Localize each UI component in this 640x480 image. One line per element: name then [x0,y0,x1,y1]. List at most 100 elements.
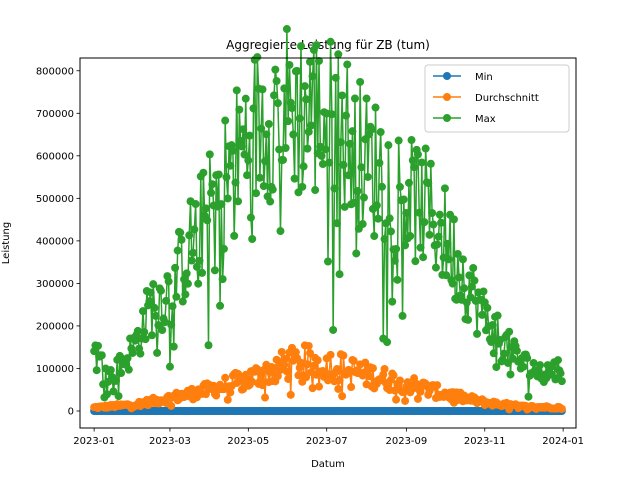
y-axis: 0 100000 200000 300000 400000 500000 600000 700… [36,66,80,417]
data-point [191,200,200,209]
data-point [117,369,126,378]
data-point [338,91,347,100]
data-point [141,335,150,344]
data-point [216,301,225,310]
data-point [177,235,186,244]
data-point [334,50,343,59]
data-point [226,388,235,397]
data-point [255,173,264,182]
data-point [299,162,308,171]
data-point [218,275,227,284]
x-tick-label: 2023-09 [385,436,427,447]
data-point [390,386,399,395]
data-point [239,125,248,134]
data-point [183,279,192,288]
data-point [261,157,270,166]
axes-frame [79,57,577,429]
data-point [377,182,386,191]
data-point [380,365,389,374]
data-point [169,342,178,351]
data-point [106,366,115,375]
data-point [210,266,219,275]
data-point [128,348,137,357]
data-point [222,173,231,182]
data-point [158,326,167,334]
data-point [416,243,425,252]
data-point [488,321,497,330]
data-point [363,172,372,181]
data-point [207,188,216,197]
data-point [270,91,279,100]
data-point [368,364,377,373]
data-point [273,372,282,381]
legend-item-durchschnitt: Durchschnitt [433,93,539,104]
data-point [443,239,452,248]
data-point [384,141,393,150]
data-point [329,325,338,334]
y-tick-label: 200000 [36,321,74,332]
data-point [375,158,384,167]
data-point [201,204,210,213]
data-point [311,186,320,195]
data-point [240,150,249,159]
data-point [399,195,408,204]
data-point [189,248,198,257]
data-point [338,392,347,401]
data-point [442,271,451,280]
data-point [307,121,316,130]
data-point [317,151,326,160]
data-point [483,303,492,312]
data-point [257,124,266,133]
data-point [235,105,244,114]
x-tick-label: 2023-05 [227,436,269,447]
data-point [315,382,324,391]
data-point [324,257,332,266]
data-point [392,395,401,404]
data-point [371,103,380,112]
data-point [370,232,379,241]
y-axis-label: Leistung [1,222,12,264]
data-point [164,277,173,286]
data-point [178,297,187,306]
data-point [248,234,257,243]
data-point [426,159,435,168]
data-point [464,315,473,324]
data-point [262,130,271,139]
data-point [258,381,267,390]
data-point [313,356,322,365]
data-point [392,244,401,253]
data-point [288,104,297,113]
data-point [348,127,357,136]
data-point [448,279,457,288]
data-point [243,171,252,180]
data-point [203,216,212,225]
data-point [554,356,563,365]
data-point [365,372,374,381]
data-point [303,144,312,153]
data-point [284,374,293,383]
data-point [449,215,458,224]
data-point [259,182,268,191]
data-point [308,384,317,393]
data-point [401,241,410,250]
legend-marker [443,72,451,80]
data-point [321,145,330,154]
data-point [160,318,169,327]
data-point [290,174,299,183]
data-point [330,184,339,193]
y-tick-label: 400000 [36,236,74,247]
data-point [302,95,311,104]
data-point [221,116,230,125]
data-point [398,311,407,320]
data-point [345,139,354,148]
data-point [469,263,478,272]
data-point [489,349,498,358]
data-point [394,136,403,145]
data-point [467,282,476,291]
legend-box [424,64,570,133]
data-point [136,349,145,358]
data-point [279,155,288,164]
data-point [352,249,361,258]
data-point [270,363,279,372]
